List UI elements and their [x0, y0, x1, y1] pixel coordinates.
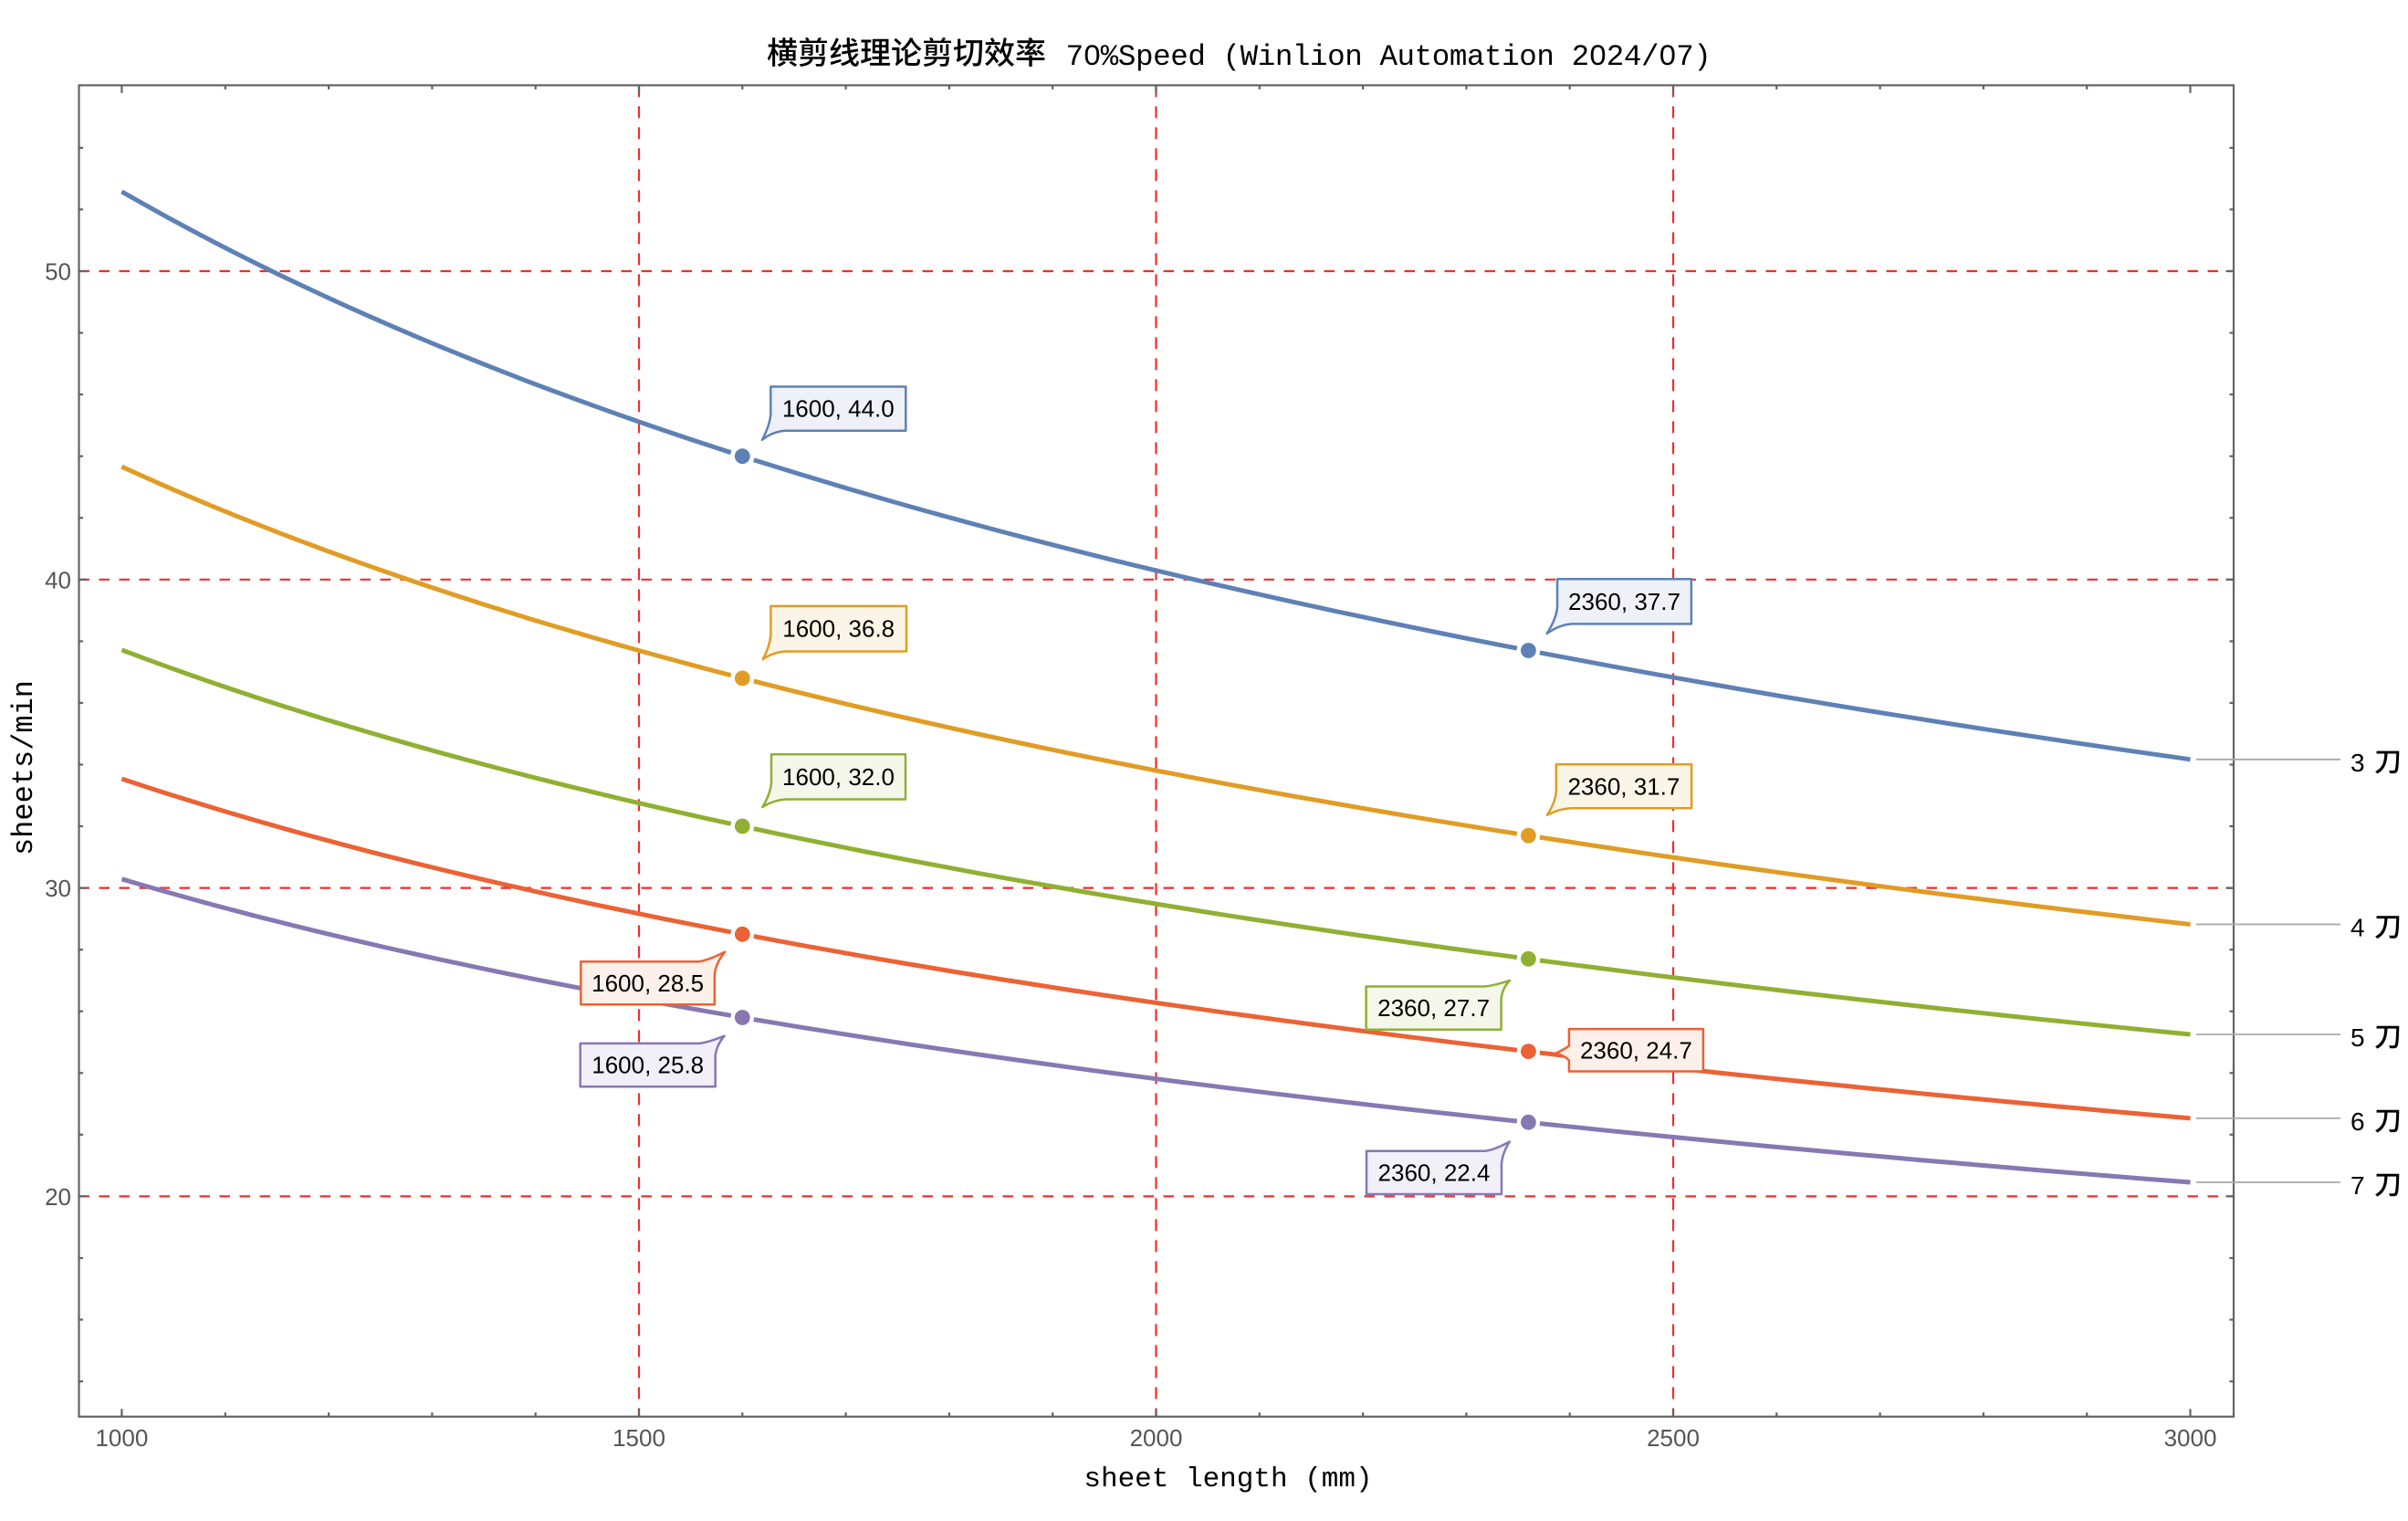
svg-text:1600, 36.8: 1600, 36.8: [782, 615, 895, 643]
svg-text:2360, 31.7: 2360, 31.7: [1567, 772, 1680, 800]
svg-text:70%Speed (Winlion Automation 2: 70%Speed (Winlion Automation 2024/07): [1066, 40, 1712, 74]
svg-text:40: 40: [45, 566, 71, 593]
svg-text:5: 5: [2350, 1023, 2365, 1052]
svg-text:1600, 25.8: 1600, 25.8: [592, 1052, 704, 1079]
svg-text:1500: 1500: [612, 1424, 665, 1452]
svg-text:3000: 3000: [2164, 1424, 2217, 1452]
svg-text:4: 4: [2350, 914, 2365, 942]
svg-text:6: 6: [2350, 1107, 2365, 1136]
svg-text:2360, 24.7: 2360, 24.7: [1580, 1036, 1692, 1064]
svg-text:1600, 44.0: 1600, 44.0: [782, 395, 895, 423]
svg-text:sheets/min: sheets/min: [7, 680, 41, 855]
svg-text:2500: 2500: [1647, 1424, 1700, 1452]
svg-text:1600, 28.5: 1600, 28.5: [592, 970, 704, 997]
svg-text:30: 30: [45, 875, 71, 902]
svg-text:1000: 1000: [95, 1424, 148, 1452]
svg-text:2360, 27.7: 2360, 27.7: [1377, 994, 1490, 1022]
svg-text:7: 7: [2350, 1171, 2365, 1200]
svg-text:20: 20: [45, 1183, 71, 1211]
svg-text:sheet length (mm): sheet length (mm): [1084, 1463, 1372, 1495]
svg-text:3: 3: [2350, 749, 2365, 777]
svg-text:1600, 32.0: 1600, 32.0: [782, 763, 895, 791]
svg-text:50: 50: [45, 258, 71, 286]
svg-text:2360, 37.7: 2360, 37.7: [1568, 588, 1680, 615]
svg-text:2360, 22.4: 2360, 22.4: [1378, 1159, 1491, 1186]
svg-text:2000: 2000: [1130, 1424, 1183, 1452]
